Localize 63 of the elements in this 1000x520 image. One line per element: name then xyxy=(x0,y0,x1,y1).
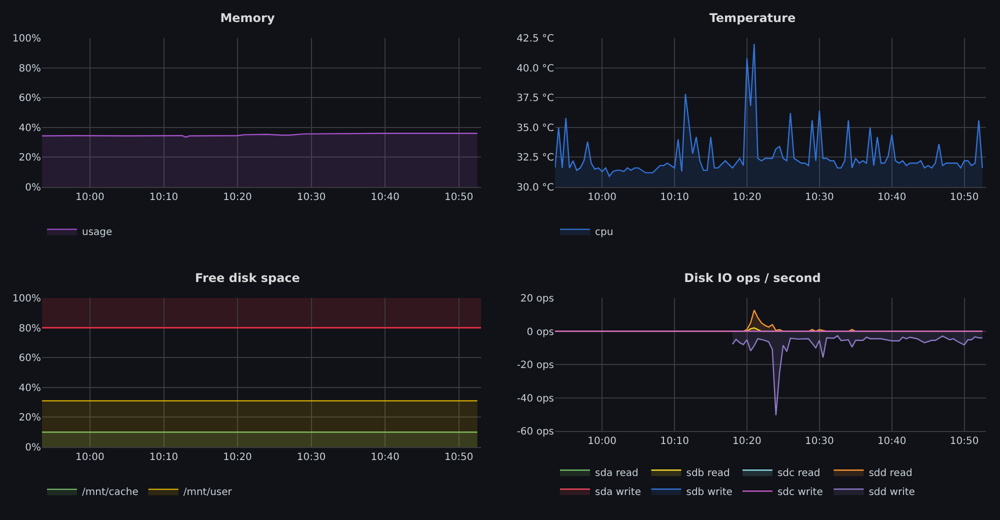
x-tick-label: 10:40 xyxy=(370,452,400,463)
chart-title: Temperature xyxy=(709,11,796,26)
y-tick-label: 80% xyxy=(18,323,41,334)
chart-title: Free disk space xyxy=(195,271,300,286)
legend-label: sdd write xyxy=(868,487,915,498)
y-tick-label: 20% xyxy=(18,412,41,424)
x-tick-label: 10:40 xyxy=(877,192,906,203)
y-tick-label: -40 ops xyxy=(516,393,554,404)
x-tick-label: 10:50 xyxy=(950,436,979,447)
y-tick-label: 0% xyxy=(25,442,41,454)
y-tick-label: 30.0 °C xyxy=(516,182,554,194)
x-tick-label: 10:50 xyxy=(444,452,474,463)
y-tick-label: 60% xyxy=(18,353,41,364)
legend-label: sda write xyxy=(595,487,642,498)
x-tick-label: 10:10 xyxy=(149,192,178,203)
x-tick-label: 10:50 xyxy=(444,192,474,203)
x-tick-label: 10:20 xyxy=(732,436,762,447)
x-tick-label: 10:20 xyxy=(223,452,252,463)
x-tick-label: 10:00 xyxy=(588,192,616,203)
y-tick-label: 37.5 °C xyxy=(516,93,554,104)
y-tick-label: 40% xyxy=(18,122,41,134)
legend-label: /mnt/user xyxy=(183,487,233,498)
legend-label: sda read xyxy=(595,468,638,479)
x-tick-label: 10:50 xyxy=(950,192,979,203)
y-tick-label: 20 ops xyxy=(520,294,554,304)
x-tick-label: 10:10 xyxy=(660,436,689,447)
y-tick-label: 20% xyxy=(18,152,41,164)
legend-label: sdd read xyxy=(868,468,912,479)
y-tick-label: 100% xyxy=(12,294,41,304)
x-tick-label: 10:00 xyxy=(76,192,104,203)
x-tick-label: 10:00 xyxy=(588,436,616,447)
legend-label: sdc write xyxy=(777,487,823,498)
x-tick-label: 10:30 xyxy=(296,192,326,203)
legend-label: /mnt/cache xyxy=(82,487,138,498)
x-tick-label: 10:20 xyxy=(732,192,762,203)
y-tick-label: 0 ops xyxy=(526,326,554,338)
x-tick-label: 10:40 xyxy=(370,192,400,203)
legend-label: usage xyxy=(82,227,112,238)
y-tick-label: 32.5 °C xyxy=(516,152,554,164)
y-tick-label: -60 ops xyxy=(516,426,554,438)
x-tick-label: 10:40 xyxy=(877,436,906,447)
y-tick-label: 80% xyxy=(18,63,41,74)
x-tick-label: 10:00 xyxy=(76,452,104,463)
y-tick-label: 100% xyxy=(12,34,41,44)
y-tick-label: 42.5 °C xyxy=(516,34,554,44)
chart-title: Disk IO ops / second xyxy=(684,271,821,286)
chart-title: Memory xyxy=(220,11,275,26)
y-tick-label: 60% xyxy=(18,93,41,104)
y-tick-label: -20 ops xyxy=(516,360,554,371)
legend-label: cpu xyxy=(595,227,614,238)
y-tick-label: 40.0 °C xyxy=(516,63,554,74)
y-tick-label: 40% xyxy=(18,382,41,394)
x-tick-label: 10:30 xyxy=(804,192,834,203)
legend-label: sdb read xyxy=(686,468,730,479)
y-tick-label: 0% xyxy=(25,182,41,194)
x-tick-label: 10:10 xyxy=(149,452,178,463)
x-tick-label: 10:30 xyxy=(804,436,834,447)
x-tick-label: 10:10 xyxy=(660,192,689,203)
legend-label: sdc read xyxy=(777,468,820,479)
x-tick-label: 10:20 xyxy=(223,192,252,203)
x-tick-label: 10:30 xyxy=(296,452,326,463)
legend-label: sdb write xyxy=(686,487,732,498)
y-tick-label: 35.0 °C xyxy=(516,122,554,134)
